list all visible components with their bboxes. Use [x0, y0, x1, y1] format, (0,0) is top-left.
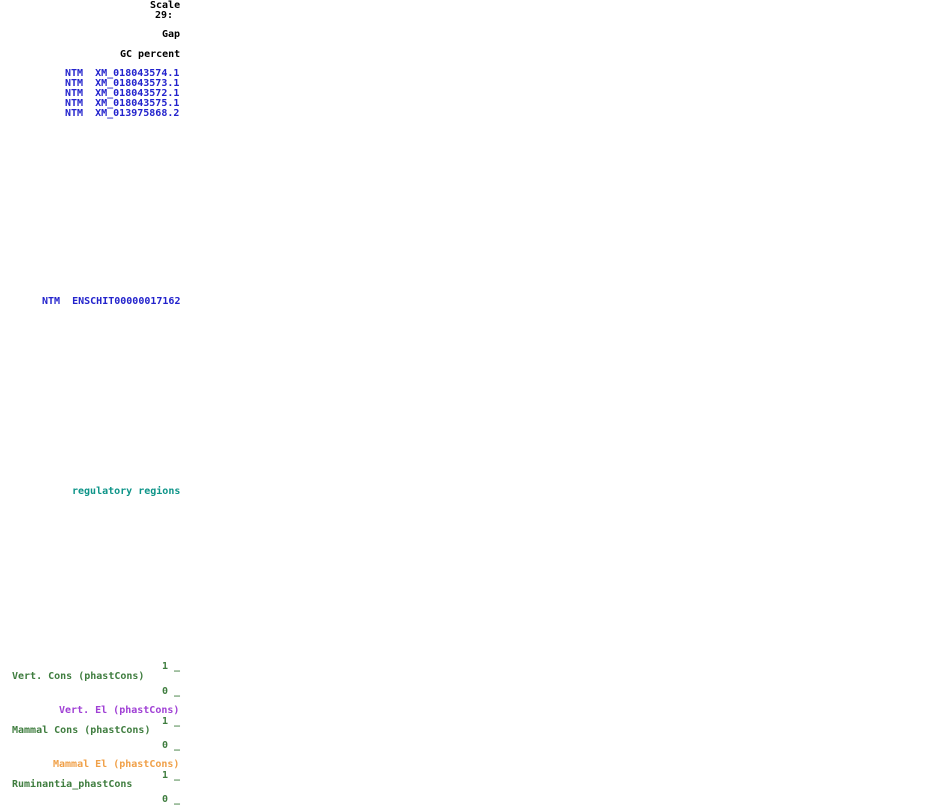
- refseq-gene-item[interactable]: NTM XM_018043575.1: [65, 98, 180, 109]
- track-label-mammal-el[interactable]: Mammal El (phastCons): [53, 759, 180, 770]
- axis-min-tick-ruminantia: 0 _: [162, 794, 181, 805]
- axis-max-tick-vert-cons: 1 _: [162, 661, 181, 672]
- track-label-vert-cons[interactable]: Vert. Cons (phastCons): [12, 671, 145, 682]
- axis-min-tick-vert-cons: 0 _: [162, 686, 181, 697]
- track-label-mammal-cons[interactable]: Mammal Cons (phastCons): [12, 725, 151, 736]
- scale-label: Scale: [150, 0, 181, 11]
- track-label-ruminantia-phastcons[interactable]: Ruminantia_phastCons: [12, 779, 133, 790]
- track-label-gap[interactable]: Gap: [162, 29, 181, 40]
- track-label-vert-el[interactable]: Vert. El (phastCons): [59, 705, 180, 716]
- track-label-gc-percent[interactable]: GC percent: [120, 49, 181, 60]
- axis-max-tick-mammal-cons: 1 _: [162, 716, 181, 727]
- ensembl-gene-item[interactable]: NTM ENSCHIT00000017162: [42, 296, 181, 307]
- axis-max-tick-ruminantia: 1 _: [162, 770, 181, 781]
- refseq-gene-item[interactable]: NTM XM_018043572.1: [65, 88, 180, 99]
- refseq-gene-item[interactable]: NTM XM_018043574.1: [65, 68, 180, 79]
- chromosome-position-label: 29:: [155, 10, 174, 21]
- refseq-gene-item[interactable]: NTM XM_018043573.1: [65, 78, 180, 89]
- refseq-gene-item[interactable]: NTM XM_013975868.2: [65, 108, 180, 119]
- track-label-regulatory-regions[interactable]: regulatory regions: [72, 486, 181, 497]
- axis-min-tick-mammal-cons: 0 _: [162, 740, 181, 751]
